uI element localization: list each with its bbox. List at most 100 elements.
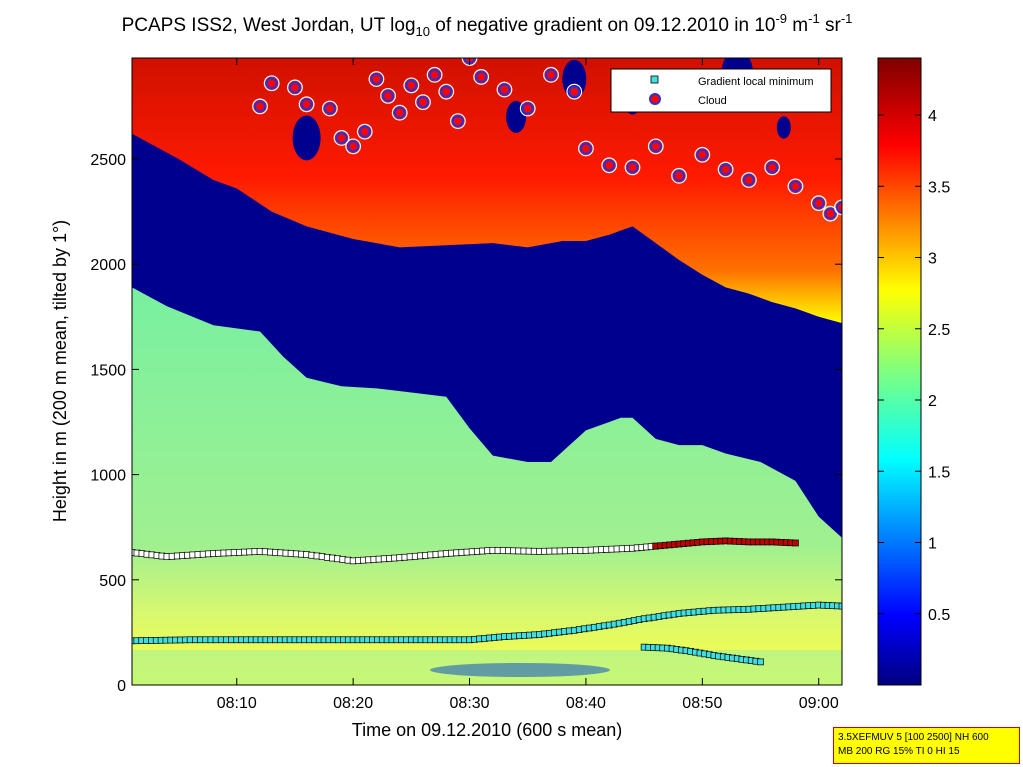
- legend-circle-marker: [649, 93, 661, 105]
- cloud-marker: [719, 163, 732, 176]
- cloud-marker-ring: [787, 178, 804, 195]
- cloud-marker-ring: [252, 98, 268, 115]
- cloud-marker: [498, 83, 511, 96]
- cloud-marker-ring: [287, 79, 303, 96]
- cloud-marker-ring: [321, 100, 338, 117]
- colorbar-ticks: 0.5 1 1.5 2 2.5 3 3.5 4: [878, 108, 950, 624]
- cloud-marker: [451, 115, 465, 128]
- chart-title: PCAPS ISS2, West Jordan, UT log10 of neg…: [122, 11, 853, 39]
- legend: Gradient local minimum Cloud: [610, 68, 832, 113]
- x-axis: 08:10 08:20 08:30 08:40 08:50 09:00: [217, 58, 839, 712]
- info-box-line1: 3.5XEFMUV 5 [100 2500] NH 600: [838, 732, 989, 743]
- cloud-marker: [544, 68, 558, 81]
- cloud-marker: [253, 100, 267, 113]
- y-axis-label: Height in m (200 m mean, tilted by 1°): [50, 220, 70, 522]
- cloud-marker-ring: [368, 71, 385, 87]
- cloud-marker: [358, 125, 371, 138]
- cloud-marker: [824, 207, 837, 220]
- cloud-marker: [381, 89, 395, 102]
- gradient-minimum-marker: [838, 602, 842, 610]
- cloud-marker-ring: [601, 157, 618, 174]
- cloud-marker-ring: [426, 66, 443, 83]
- cloud-gap-0: [292, 115, 321, 161]
- legend-box: [610, 68, 832, 113]
- legend-label-gradient: Gradient local minimum: [698, 76, 814, 88]
- x-tick-label: 08:40: [566, 695, 606, 712]
- cloud-marker-ring: [496, 81, 513, 98]
- cloud-marker-ring: [566, 83, 583, 100]
- legend-label-cloud: Cloud: [698, 95, 727, 107]
- cloud-marker: [335, 131, 348, 145]
- cloud-marker-ring: [438, 83, 455, 100]
- cloud-marker: [265, 77, 278, 90]
- colorbar-tick-label: 4: [928, 108, 937, 125]
- cloud-marker-ring: [333, 130, 350, 146]
- cloud-marker-ring: [810, 195, 827, 212]
- colorbar-tick-label: 0.5: [928, 607, 950, 624]
- cloud-marker: [288, 81, 302, 94]
- y-tick-label: 2500: [90, 152, 126, 169]
- cloud-marker: [347, 140, 360, 153]
- cloud-marker-ring: [450, 113, 466, 130]
- cloud-marker-ring: [624, 159, 641, 176]
- x-tick-label: 08:20: [333, 695, 373, 712]
- x-tick-label: 08:50: [682, 695, 722, 712]
- cloud-marker: [393, 106, 406, 119]
- cloud-marker-ring: [356, 123, 373, 140]
- cloud-marker-ring: [694, 146, 711, 163]
- info-box: 3.5XEFMUV 5 [100 2500] NH 600 MB 200 RG …: [833, 727, 1020, 764]
- x-tick-label: 09:00: [799, 695, 839, 712]
- cloud-marker-ring: [473, 69, 490, 85]
- colorbar-tick-label: 3.5: [928, 179, 950, 196]
- y-tick-label: 0: [117, 678, 126, 695]
- cloud-marker-ring: [764, 159, 781, 176]
- cloud-marker: [579, 142, 593, 155]
- cloud-marker-ring: [380, 87, 396, 104]
- cloud-gap-4: [776, 116, 791, 139]
- cloud-marker-ring: [415, 94, 431, 111]
- cloud-marker: [568, 85, 581, 98]
- cloud-marker-ring: [717, 161, 734, 178]
- cloud-marker: [812, 197, 825, 210]
- y-tick-label: 1500: [90, 362, 126, 379]
- cloud-marker: [672, 169, 686, 182]
- surface-low-spot: [430, 663, 610, 677]
- cloud-marker: [428, 68, 441, 81]
- y-tick-label: 2000: [90, 257, 126, 274]
- y-tick-label: 500: [99, 573, 126, 590]
- cloud-marker: [603, 159, 616, 172]
- cloud-marker-ring: [345, 138, 362, 155]
- cloud-marker: [405, 79, 418, 92]
- cloud-marker-ring: [403, 77, 420, 94]
- cloud-marker-ring: [391, 104, 408, 121]
- colorbar: [877, 57, 922, 686]
- cloud-gap-2: [562, 59, 587, 99]
- cloud-marker: [696, 148, 709, 161]
- plot-frame: [131, 57, 843, 686]
- cloud-marker-ring: [543, 66, 559, 83]
- cloud-marker-ring: [647, 138, 664, 155]
- gradient-minimum-marker: [792, 539, 799, 547]
- cloud-gap-1: [506, 100, 527, 133]
- cloud-marker: [742, 173, 755, 187]
- cloud-marker-ring: [263, 75, 280, 92]
- cloud-marker: [626, 161, 639, 174]
- colorbar-tick-label: 3: [928, 251, 937, 268]
- cloud-marker: [649, 140, 662, 153]
- cloud-marker-ring: [671, 167, 687, 184]
- colorbar-tick-label: 1.5: [928, 464, 950, 481]
- cloud-marker: [323, 102, 336, 115]
- plot-area: [132, 58, 842, 685]
- colorbar-tick-label: 2.5: [928, 322, 950, 339]
- cloud-marker: [440, 85, 453, 98]
- y-tick-label: 1000: [90, 468, 126, 485]
- legend-square-marker: [650, 75, 659, 84]
- cloud-marker: [789, 180, 802, 193]
- cloud-marker: [416, 96, 430, 109]
- colorbar-tick-label: 2: [928, 393, 937, 410]
- info-box-line2: MB 200 RG 15% TI 0 HI 15: [838, 746, 960, 757]
- cloud-marker: [475, 70, 488, 84]
- cloud-marker-ring: [519, 100, 536, 117]
- cloud-marker-ring: [834, 199, 842, 216]
